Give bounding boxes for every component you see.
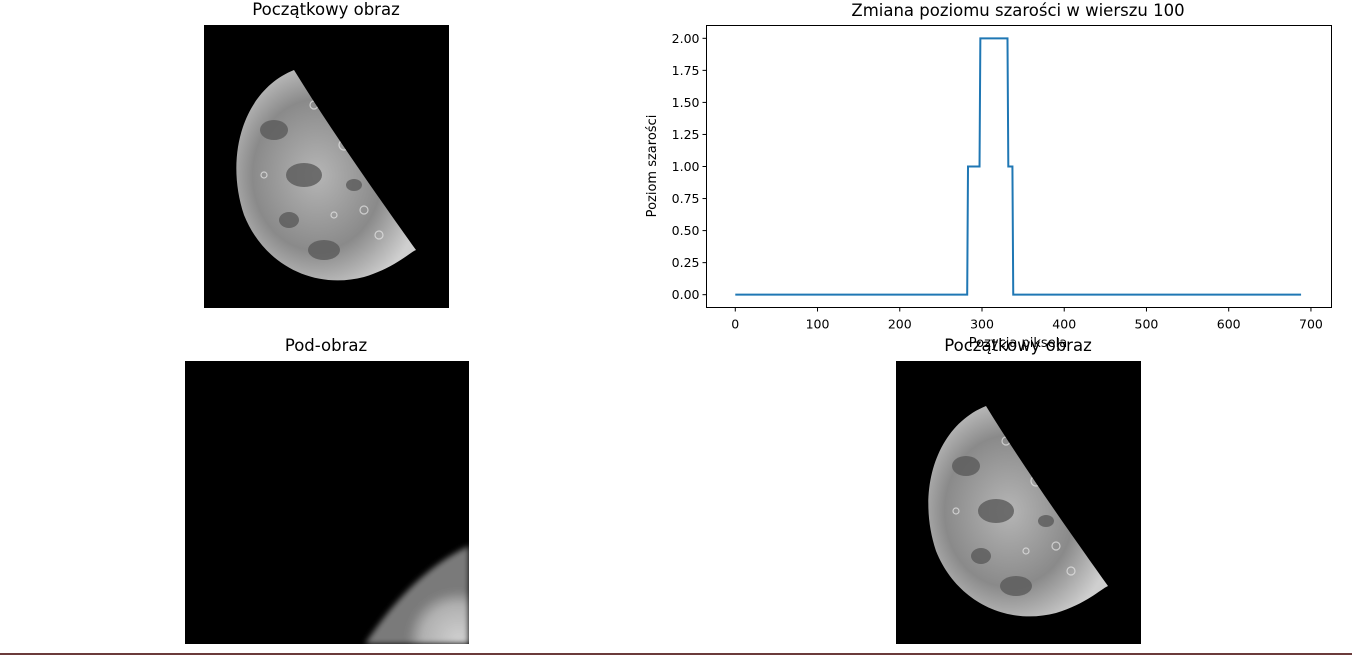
y-tick-label: 0.25 [672, 255, 700, 270]
x-tick-label: 700 [1299, 317, 1323, 332]
y-tick-label: 1.25 [672, 127, 700, 142]
x-tick-label: 100 [806, 317, 830, 332]
y-tick-label: 0.00 [672, 287, 700, 302]
y-tick-label: 0.75 [672, 191, 700, 206]
x-tick-label: 300 [970, 317, 994, 332]
x-tick-label: 500 [1135, 317, 1159, 332]
x-axis: 0 100 200 300 400 500 600 700 [731, 307, 1323, 332]
bottom-left-image-title: Pod-obraz [284, 336, 368, 355]
window-bottom-border [0, 653, 1352, 655]
plot-area-frame [706, 25, 1332, 308]
y-tick-label: 2.00 [672, 31, 700, 46]
y-tick-label: 1.50 [672, 95, 700, 110]
x-tick-label: 400 [1052, 317, 1076, 332]
y-axis: 0.00 0.25 0.50 0.75 1.00 1.25 1.50 1.75 2.00 [672, 31, 707, 302]
moon-image-copy [896, 361, 1141, 644]
top-left-image-title: Początkowy obraz [252, 0, 400, 19]
x-tick-label: 200 [888, 317, 912, 332]
y-tick-label: 0.50 [672, 223, 700, 238]
chart-title: Zmiana poziomu szarości w wierszu 100 [851, 1, 1184, 20]
y-tick-label: 1.00 [672, 159, 700, 174]
moon-image-original [204, 25, 449, 308]
gray-level-chart: Zmiana poziomu szarości w wierszu 100 0 1… [645, 1, 1332, 351]
moon-sub-image [185, 361, 469, 644]
y-tick-label: 1.75 [672, 63, 700, 78]
x-tick-label: 0 [731, 317, 739, 332]
x-axis-label: Pozycja piksela [969, 336, 1067, 351]
bottom-right-image-title: Początkowy obraz [944, 336, 1092, 355]
y-axis-label: Poziom szarości [645, 115, 660, 218]
gray-level-line [735, 37, 1302, 296]
x-tick-label: 600 [1217, 317, 1241, 332]
